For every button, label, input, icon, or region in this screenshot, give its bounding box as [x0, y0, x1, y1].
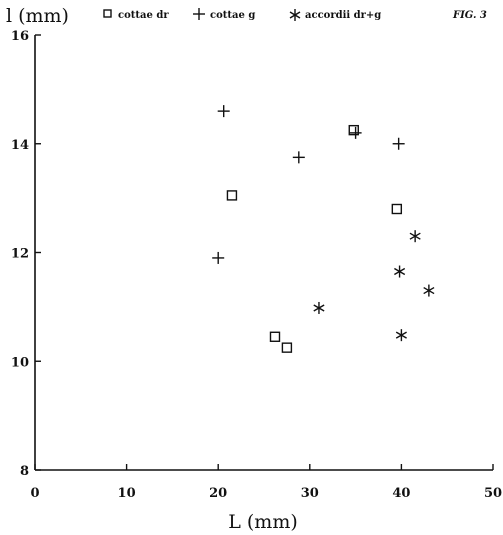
data-points — [212, 105, 435, 353]
point-square — [391, 203, 403, 215]
y-tick-label: 8 — [20, 464, 29, 479]
legend-asterisk-marker — [289, 9, 301, 21]
axes — [34, 35, 493, 471]
x-tick-label: 10 — [118, 486, 136, 501]
point-square — [348, 124, 359, 136]
point-asterisk — [394, 265, 406, 278]
point-asterisk — [395, 329, 407, 342]
figure-label: FIG. 3 — [452, 10, 487, 21]
legend-label-cottae-g: cottae g — [210, 10, 255, 21]
point-square — [269, 331, 281, 342]
x-tick-label: 50 — [484, 486, 502, 501]
point-square — [226, 190, 238, 201]
ticks: 0 10 20 30 40 50 8 10 12 14 16 — [11, 29, 502, 501]
point-plus — [349, 126, 362, 139]
legend-square-marker — [103, 9, 112, 18]
point-asterisk — [409, 230, 421, 243]
x-tick-label: 30 — [301, 486, 319, 501]
x-tick-label: 0 — [30, 486, 39, 501]
y-tick-label: 12 — [11, 247, 29, 262]
point-plus — [217, 105, 230, 118]
y-tick-label: 10 — [11, 355, 29, 370]
point-asterisk — [313, 301, 325, 314]
y-tick-label: 14 — [11, 138, 29, 153]
legend-label-cottae-dr: cottae dr — [118, 10, 169, 21]
point-square — [281, 342, 293, 353]
y-tick-label: 16 — [11, 29, 29, 44]
x-axis-title: L (mm) — [228, 511, 298, 533]
x-tick-label: 40 — [392, 486, 410, 501]
legend-label-accordii: accordii dr+g — [305, 10, 381, 21]
legend: cottae dr cottae g accordii dr+g — [103, 8, 381, 21]
point-plus — [292, 151, 305, 164]
point-plus — [212, 251, 225, 264]
y-axis-title: l (mm) — [6, 5, 69, 27]
legend-plus-marker — [193, 8, 205, 20]
point-asterisk — [423, 284, 435, 297]
x-tick-label: 20 — [209, 486, 227, 501]
point-plus — [392, 137, 405, 150]
